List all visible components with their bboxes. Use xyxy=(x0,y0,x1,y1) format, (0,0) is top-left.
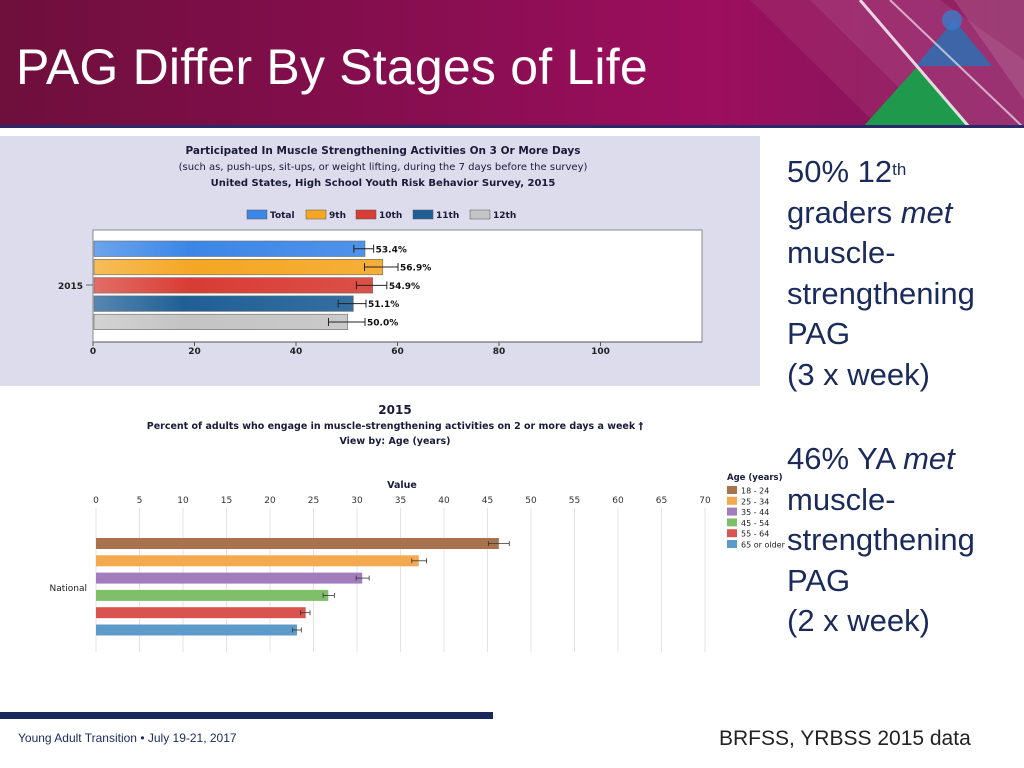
ya-stat-line5: (2 x week) xyxy=(787,603,930,638)
chart1-data-label-10th: 54.9% xyxy=(389,282,420,292)
chart2-tick-60: 60 xyxy=(612,496,624,506)
chart2-tick-55: 55 xyxy=(569,496,580,506)
chart2-tick-30: 30 xyxy=(351,496,363,506)
ya-stat-pct: 46% YA xyxy=(787,441,904,476)
chart2-legend-swatch-45-54 xyxy=(727,518,737,527)
slide-title: PAG Differ By Stages of Life xyxy=(16,39,648,95)
chart1-tick-40: 40 xyxy=(290,347,303,357)
chart2-year: 2015 xyxy=(378,403,411,417)
chart2-bar-25-34 xyxy=(96,555,419,567)
chart1-legend-label-9th: 9th xyxy=(329,211,346,221)
chart1-tick-60: 60 xyxy=(391,347,404,357)
chart2-legend-swatch-18-24 xyxy=(727,486,737,494)
hs-stat-met: met xyxy=(900,194,953,230)
chart2-legend-swatch-55-64 xyxy=(727,529,737,538)
chart2-legend-label-35-44: 35 - 44 xyxy=(741,508,769,517)
chart1-legend-swatch-10th xyxy=(355,209,377,220)
ya-stat-text: 46% YA met muscle- strengthening PAG (2 … xyxy=(787,439,975,642)
hs-stat-line3: muscle- xyxy=(787,235,896,270)
chart2-bar-55-64 xyxy=(96,607,306,619)
footer-bar xyxy=(0,712,493,719)
chart2-bar-35-44 xyxy=(96,572,363,584)
ya-stat-met: met xyxy=(903,441,955,476)
chart1-data-label-9th: 56.9% xyxy=(400,264,431,274)
yrbs-chart: Participated In Muscle Strengthening Act… xyxy=(58,145,703,357)
chart2-tick-0: 0 xyxy=(93,496,99,506)
chart2-legend-swatch-35-44 xyxy=(727,507,737,516)
chart1-legend-swatch-12th xyxy=(469,209,491,220)
chart1-bar-10th xyxy=(93,277,373,294)
hs-stat-line6: (3 x week) xyxy=(787,356,930,392)
chart2-tick-35: 35 xyxy=(395,496,406,506)
chart1-data-label-total: 53.4% xyxy=(376,245,407,255)
chart1-bar-12th xyxy=(93,313,349,330)
chart1-tick-20: 20 xyxy=(188,347,201,357)
chart2-tick-65: 65 xyxy=(656,496,667,506)
ya-stat-line4: PAG xyxy=(787,562,851,598)
brfss-chart: 2015 Percent of adults who engage in mus… xyxy=(49,403,786,652)
hs-stat-line4: strengthening xyxy=(787,275,975,311)
hs-stat-line5: PAG xyxy=(787,316,851,351)
chart2-tick-40: 40 xyxy=(438,496,450,506)
chart2-tick-10: 10 xyxy=(177,496,189,506)
chart2-subtitle: View by: Age (years) xyxy=(339,436,450,447)
header-logo-graphic xyxy=(750,0,1024,128)
chart1-title: Participated In Muscle Strengthening Act… xyxy=(185,145,580,157)
chart2-tick-15: 15 xyxy=(221,496,232,506)
chart1-data-label-11th: 51.1% xyxy=(368,300,399,310)
chart2-legend-title: Age (years) xyxy=(727,473,783,483)
chart1-data-label-12th: 50.0% xyxy=(367,318,398,328)
chart1-subtitle: (such as, push-ups, sit-ups, or weight l… xyxy=(179,162,588,173)
chart1-tick-80: 80 xyxy=(493,347,506,357)
chart1-legend-swatch-total xyxy=(246,209,268,220)
hs-stat-sup: th xyxy=(892,160,907,179)
chart2-axis-label: Value xyxy=(387,480,417,491)
chart2-legend-label-65orolder: 65 or older xyxy=(741,541,786,550)
hs-stat-pct: 50% 12 xyxy=(787,154,893,189)
ya-stat-line3: strengthening xyxy=(787,522,975,557)
chart2-legend-label-45-54: 45 - 54 xyxy=(741,519,769,528)
chart2-tick-45: 45 xyxy=(482,496,493,506)
chart1-legend-label-10th: 10th xyxy=(379,211,402,221)
chart1-legend: Total 9th 10th 11th 12th xyxy=(246,209,516,221)
chart2-legend-label-18-24: 18 - 24 xyxy=(741,487,769,496)
hs-stat-line2a: graders xyxy=(787,194,901,230)
footer-conference: Young Adult Transition • July 19-21, 201… xyxy=(18,731,237,745)
title-bar: PAG Differ By Stages of Life xyxy=(0,0,1024,128)
chart2-legend-swatch-65orolder xyxy=(727,540,737,548)
chart2-tick-50: 50 xyxy=(525,496,537,506)
chart1-legend-label-11th: 11th xyxy=(436,211,459,221)
ya-stat-line2: muscle- xyxy=(787,481,896,517)
chart2-bar-65orolder xyxy=(96,624,297,636)
hs-stat-text: 50% 12th graders met muscle- strengtheni… xyxy=(787,152,975,395)
chart2-bar-18-24 xyxy=(96,538,499,549)
chart2-legend-label-25-34: 25 - 34 xyxy=(741,497,769,506)
chart1-bar-9th xyxy=(93,259,384,276)
chart1-tick-100: 100 xyxy=(591,347,610,357)
chart2-legend-label-55-64: 55 - 64 xyxy=(741,530,769,539)
chart1-legend-label-total: Total xyxy=(270,211,295,221)
chart1-category-label: 2015 xyxy=(58,282,83,292)
chart1-legend-swatch-9th xyxy=(305,209,327,220)
chart2-tick-20: 20 xyxy=(264,496,276,506)
chart1-legend-label-12th: 12th xyxy=(493,211,516,221)
chart1-bar-11th xyxy=(93,295,354,312)
chart2-legend-swatch-25-34 xyxy=(727,496,737,505)
chart1-subtitle2: United States, High School Youth Risk Be… xyxy=(211,178,556,189)
chart2-category-label: National xyxy=(49,584,87,594)
chart1-bar-total xyxy=(93,240,366,257)
chart2-tick-5: 5 xyxy=(137,496,143,506)
chart2-tick-70: 70 xyxy=(699,496,711,506)
chart1-tick-0: 0 xyxy=(90,347,96,357)
chart2-bar-45-54 xyxy=(96,589,329,601)
chart2-title: Percent of adults who engage in muscle-s… xyxy=(147,421,644,432)
chart2-tick-25: 25 xyxy=(308,496,319,506)
chart1-legend-swatch-11th xyxy=(412,209,434,220)
footer-source: BRFSS, YRBSS 2015 data xyxy=(719,727,971,750)
